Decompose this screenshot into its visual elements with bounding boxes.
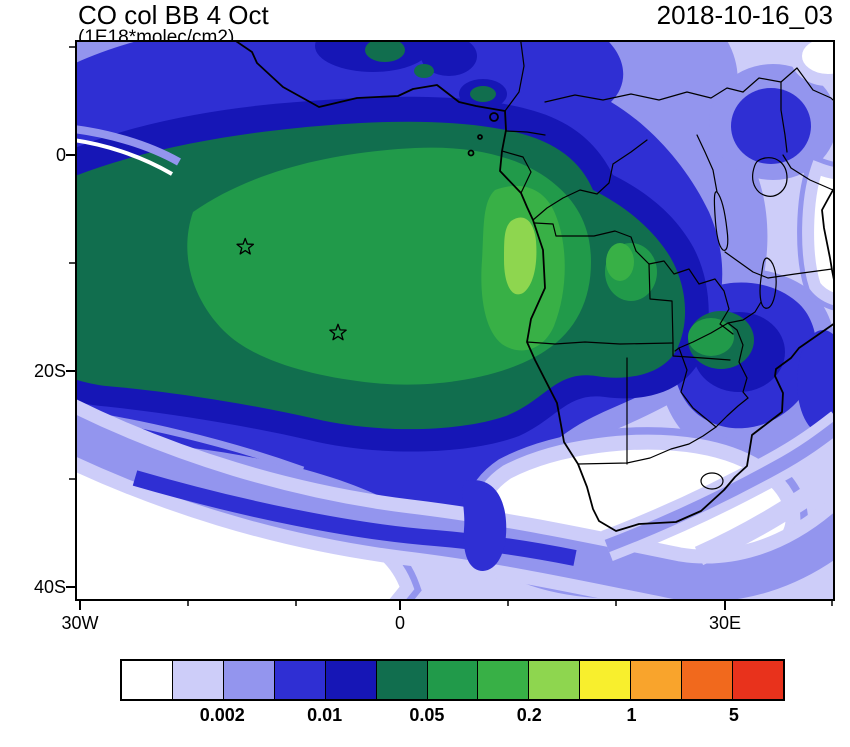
east-africa-coastline bbox=[821, 186, 835, 286]
x-tick-label-30e: 30E bbox=[708, 613, 742, 633]
station-marker-star-0 bbox=[236, 237, 255, 255]
page-title: CO col BB 4 Oct bbox=[78, 0, 269, 30]
x-tick-label-0: 0 bbox=[394, 613, 405, 633]
colorbar-cell-10 bbox=[631, 661, 682, 699]
colorbar-tick-label: 0.05 bbox=[409, 705, 445, 725]
lake-victoria bbox=[752, 157, 788, 197]
lake-malawi bbox=[759, 257, 777, 309]
colorbar-cell-4 bbox=[325, 661, 376, 699]
station-marker-star-1 bbox=[329, 323, 347, 341]
valid-time-label: 2018-10-16_03 bbox=[656, 0, 833, 30]
country-borders bbox=[501, 40, 835, 490]
colorbar-cell-1 bbox=[172, 661, 223, 699]
colorbar-tick-label: 0.2 bbox=[516, 705, 542, 725]
colorbar-cell-12 bbox=[733, 661, 783, 699]
colorbar-cell-11 bbox=[682, 661, 733, 699]
colorbar-tick-label: 5 bbox=[728, 705, 739, 725]
colorbar-cell-5 bbox=[376, 661, 427, 699]
colorbar-cells bbox=[122, 661, 783, 699]
colorbar-cell-2 bbox=[223, 661, 274, 699]
lake-tanganyika bbox=[713, 191, 729, 251]
colorbar-tick-label: 0.002 bbox=[199, 705, 245, 725]
map-plot bbox=[66, 40, 835, 610]
gulf-islands bbox=[467, 112, 499, 157]
map-canvas bbox=[66, 40, 835, 610]
geography-outlines bbox=[232, 40, 835, 532]
colorbar bbox=[120, 659, 785, 701]
y-tick-label-0: 0 bbox=[55, 145, 66, 165]
colorbar-cell-0 bbox=[122, 661, 172, 699]
plot-frame bbox=[75, 40, 835, 601]
africa-coastline bbox=[232, 40, 835, 532]
y-tick-label-40s: 40S bbox=[33, 577, 66, 597]
colorbar-cell-6 bbox=[427, 661, 478, 699]
colorbar-tick-label: 1 bbox=[626, 705, 637, 725]
colorbar-cell-8 bbox=[529, 661, 580, 699]
x-tick-label-30w: 30W bbox=[61, 613, 99, 633]
colorbar-cell-7 bbox=[478, 661, 529, 699]
colorbar-cell-9 bbox=[580, 661, 631, 699]
colorbar-labels: 0.002 0.01 0.05 0.2 1 5 bbox=[120, 705, 785, 731]
contour-field-layers bbox=[75, 40, 835, 601]
station-markers bbox=[236, 237, 347, 341]
axis-ticks bbox=[66, 46, 833, 610]
lakes bbox=[713, 157, 788, 309]
colorbar-cell-3 bbox=[274, 661, 325, 699]
y-tick-label-20s: 20S bbox=[33, 361, 66, 381]
lesotho-border bbox=[700, 472, 724, 490]
colorbar-tick-label: 0.01 bbox=[307, 705, 343, 725]
major-ticks bbox=[66, 154, 726, 610]
